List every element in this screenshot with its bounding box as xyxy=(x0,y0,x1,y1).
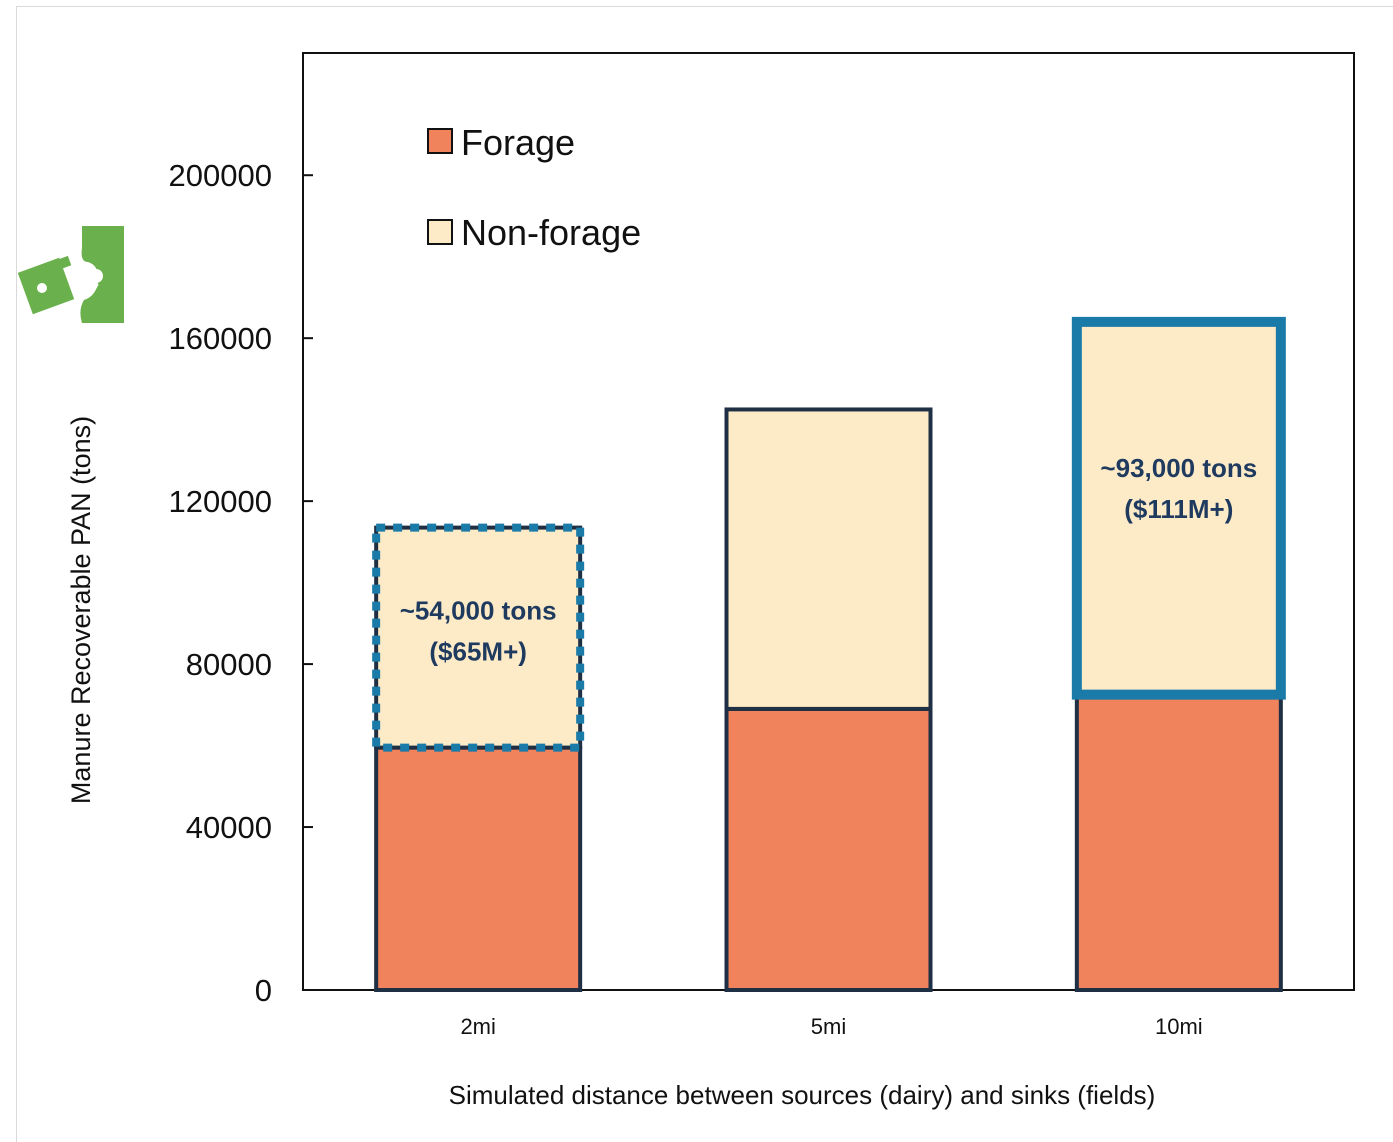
fertilizer-bag-icon xyxy=(17,226,124,323)
highlight-box-2mi xyxy=(372,523,585,752)
y-tick-label: 120000 xyxy=(169,484,272,519)
legend-label-forage: Forage xyxy=(461,122,575,163)
annotation-value: ($111M+) xyxy=(1124,494,1233,524)
y-axis-label: Manure Recoverable PAN (tons) xyxy=(66,416,96,804)
x-axis-label: Simulated distance between sources (dair… xyxy=(449,1080,1156,1110)
y-tick-label: 0 xyxy=(255,973,272,1008)
x-tick-label: 5mi xyxy=(811,1014,846,1039)
x-tick-label: 10mi xyxy=(1155,1014,1203,1039)
bar-forage-5mi xyxy=(724,706,933,993)
bar-forage-2mi xyxy=(374,745,583,992)
annotation-amount: ~54,000 tons xyxy=(400,596,557,626)
bar-non-forage-10mi xyxy=(1074,319,1283,697)
chart-frame xyxy=(16,6,1393,1142)
bar-forage-10mi xyxy=(1074,692,1283,992)
legend-swatch-forage xyxy=(427,128,453,154)
y-tick-label: 200000 xyxy=(169,158,272,193)
legend-label-non-forage: Non-forage xyxy=(461,212,641,253)
highlight-box-10mi xyxy=(1071,316,1286,700)
bar-non-forage-2mi xyxy=(374,525,583,750)
legend: Forage Non-forage xyxy=(427,122,641,253)
annotation-value: ($65M+) xyxy=(429,637,527,667)
y-tick-label: 80000 xyxy=(186,647,272,682)
annotation-amount: ~93,000 tons xyxy=(1100,453,1257,483)
legend-swatch-non-forage xyxy=(427,219,453,245)
x-tick-label: 2mi xyxy=(460,1014,495,1039)
y-tick-label: 160000 xyxy=(169,321,272,356)
y-tick-label: 40000 xyxy=(186,810,272,845)
bar-non-forage-5mi xyxy=(724,407,933,711)
